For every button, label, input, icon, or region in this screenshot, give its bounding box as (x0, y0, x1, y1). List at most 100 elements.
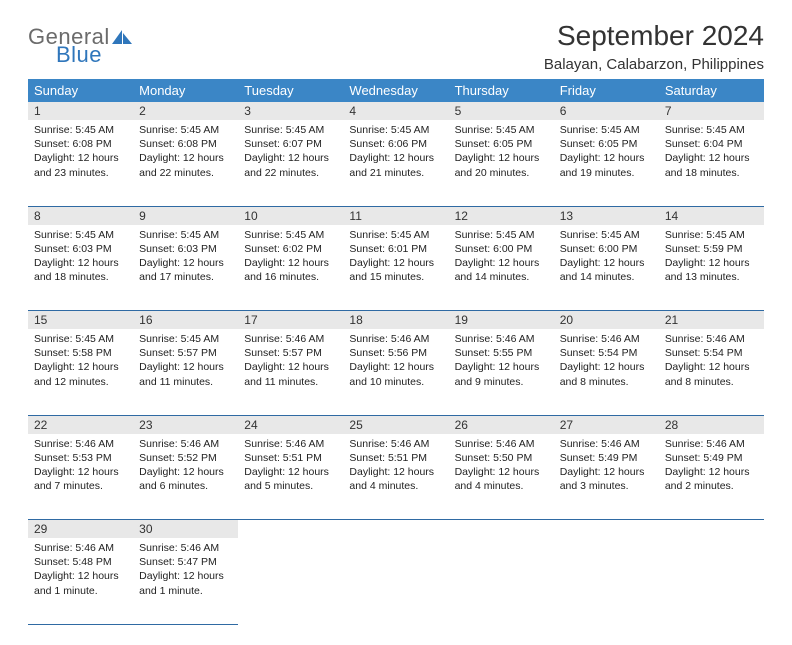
day-number-cell: 22 (28, 415, 133, 434)
day-number-cell: 23 (133, 415, 238, 434)
weekday-header: Sunday (28, 79, 133, 102)
day-cell: Sunrise: 5:45 AMSunset: 6:05 PMDaylight:… (554, 120, 659, 206)
day-cell: Sunrise: 5:45 AMSunset: 6:00 PMDaylight:… (554, 225, 659, 311)
logo-text-blue: Blue (56, 44, 134, 66)
day-details: Sunrise: 5:46 AMSunset: 5:54 PMDaylight:… (560, 332, 653, 389)
day-number-cell: 18 (343, 311, 448, 330)
day-cell: Sunrise: 5:46 AMSunset: 5:47 PMDaylight:… (133, 538, 238, 624)
weekday-header: Friday (554, 79, 659, 102)
weekday-header-row: Sunday Monday Tuesday Wednesday Thursday… (28, 79, 764, 102)
day-details: Sunrise: 5:46 AMSunset: 5:56 PMDaylight:… (349, 332, 442, 389)
day-number-cell: 16 (133, 311, 238, 330)
weekday-header: Monday (133, 79, 238, 102)
day-cell: Sunrise: 5:46 AMSunset: 5:52 PMDaylight:… (133, 434, 238, 520)
day-cell: Sunrise: 5:46 AMSunset: 5:53 PMDaylight:… (28, 434, 133, 520)
day-details: Sunrise: 5:46 AMSunset: 5:49 PMDaylight:… (560, 437, 653, 494)
day-number-cell: 7 (659, 102, 764, 120)
day-details: Sunrise: 5:46 AMSunset: 5:49 PMDaylight:… (665, 437, 758, 494)
day-details: Sunrise: 5:45 AMSunset: 6:06 PMDaylight:… (349, 123, 442, 180)
day-details: Sunrise: 5:46 AMSunset: 5:50 PMDaylight:… (455, 437, 548, 494)
day-details: Sunrise: 5:45 AMSunset: 6:08 PMDaylight:… (34, 123, 127, 180)
day-number-row: 2930 (28, 520, 764, 539)
week-row: Sunrise: 5:45 AMSunset: 6:08 PMDaylight:… (28, 120, 764, 206)
logo: General Blue (28, 20, 134, 66)
day-cell: Sunrise: 5:46 AMSunset: 5:57 PMDaylight:… (238, 329, 343, 415)
day-details: Sunrise: 5:45 AMSunset: 6:05 PMDaylight:… (455, 123, 548, 180)
day-cell: Sunrise: 5:45 AMSunset: 6:04 PMDaylight:… (659, 120, 764, 206)
day-cell: Sunrise: 5:46 AMSunset: 5:49 PMDaylight:… (554, 434, 659, 520)
day-cell (449, 538, 554, 624)
day-cell: Sunrise: 5:46 AMSunset: 5:50 PMDaylight:… (449, 434, 554, 520)
day-details: Sunrise: 5:45 AMSunset: 6:04 PMDaylight:… (665, 123, 758, 180)
day-details: Sunrise: 5:45 AMSunset: 6:03 PMDaylight:… (34, 228, 127, 285)
day-cell (554, 538, 659, 624)
day-details: Sunrise: 5:45 AMSunset: 6:05 PMDaylight:… (560, 123, 653, 180)
day-number-cell: 24 (238, 415, 343, 434)
week-row: Sunrise: 5:45 AMSunset: 6:03 PMDaylight:… (28, 225, 764, 311)
day-details: Sunrise: 5:45 AMSunset: 6:00 PMDaylight:… (455, 228, 548, 285)
day-cell: Sunrise: 5:45 AMSunset: 6:08 PMDaylight:… (28, 120, 133, 206)
day-cell: Sunrise: 5:46 AMSunset: 5:56 PMDaylight:… (343, 329, 448, 415)
day-number-cell: 8 (28, 206, 133, 225)
day-number-cell (449, 520, 554, 539)
day-cell: Sunrise: 5:45 AMSunset: 6:07 PMDaylight:… (238, 120, 343, 206)
day-cell: Sunrise: 5:45 AMSunset: 6:06 PMDaylight:… (343, 120, 448, 206)
title-block: September 2024 Balayan, Calabarzon, Phil… (544, 20, 764, 73)
day-details: Sunrise: 5:46 AMSunset: 5:51 PMDaylight:… (244, 437, 337, 494)
calendar-table: Sunday Monday Tuesday Wednesday Thursday… (28, 79, 764, 625)
weekday-header: Thursday (449, 79, 554, 102)
day-cell: Sunrise: 5:45 AMSunset: 5:59 PMDaylight:… (659, 225, 764, 311)
day-details: Sunrise: 5:46 AMSunset: 5:48 PMDaylight:… (34, 541, 127, 598)
weekday-header: Wednesday (343, 79, 448, 102)
day-cell: Sunrise: 5:45 AMSunset: 6:02 PMDaylight:… (238, 225, 343, 311)
day-cell: Sunrise: 5:45 AMSunset: 6:05 PMDaylight:… (449, 120, 554, 206)
day-cell: Sunrise: 5:46 AMSunset: 5:55 PMDaylight:… (449, 329, 554, 415)
day-number-cell (554, 520, 659, 539)
day-number-cell: 27 (554, 415, 659, 434)
day-details: Sunrise: 5:46 AMSunset: 5:57 PMDaylight:… (244, 332, 337, 389)
day-details: Sunrise: 5:45 AMSunset: 6:03 PMDaylight:… (139, 228, 232, 285)
day-number-cell: 20 (554, 311, 659, 330)
day-details: Sunrise: 5:46 AMSunset: 5:55 PMDaylight:… (455, 332, 548, 389)
day-details: Sunrise: 5:46 AMSunset: 5:47 PMDaylight:… (139, 541, 232, 598)
day-details: Sunrise: 5:45 AMSunset: 5:58 PMDaylight:… (34, 332, 127, 389)
day-number-cell: 4 (343, 102, 448, 120)
day-number-cell: 15 (28, 311, 133, 330)
day-number-cell: 10 (238, 206, 343, 225)
weekday-header: Saturday (659, 79, 764, 102)
day-cell: Sunrise: 5:45 AMSunset: 6:08 PMDaylight:… (133, 120, 238, 206)
day-cell: Sunrise: 5:46 AMSunset: 5:48 PMDaylight:… (28, 538, 133, 624)
day-number-cell: 12 (449, 206, 554, 225)
day-number-cell: 21 (659, 311, 764, 330)
day-number-row: 1234567 (28, 102, 764, 120)
day-details: Sunrise: 5:46 AMSunset: 5:53 PMDaylight:… (34, 437, 127, 494)
day-number-cell: 6 (554, 102, 659, 120)
day-number-cell: 14 (659, 206, 764, 225)
weekday-header: Tuesday (238, 79, 343, 102)
day-cell: Sunrise: 5:45 AMSunset: 5:58 PMDaylight:… (28, 329, 133, 415)
location: Balayan, Calabarzon, Philippines (544, 56, 764, 73)
day-number-cell: 26 (449, 415, 554, 434)
day-number-cell: 19 (449, 311, 554, 330)
day-number-cell: 30 (133, 520, 238, 539)
day-details: Sunrise: 5:46 AMSunset: 5:51 PMDaylight:… (349, 437, 442, 494)
day-number-row: 15161718192021 (28, 311, 764, 330)
day-number-row: 891011121314 (28, 206, 764, 225)
day-details: Sunrise: 5:45 AMSunset: 5:57 PMDaylight:… (139, 332, 232, 389)
day-number-cell: 13 (554, 206, 659, 225)
day-cell (238, 538, 343, 624)
day-number-cell: 2 (133, 102, 238, 120)
day-cell: Sunrise: 5:46 AMSunset: 5:49 PMDaylight:… (659, 434, 764, 520)
day-cell: Sunrise: 5:45 AMSunset: 6:00 PMDaylight:… (449, 225, 554, 311)
day-number-cell (659, 520, 764, 539)
header: General Blue September 2024 Balayan, Cal… (28, 20, 764, 73)
day-cell: Sunrise: 5:46 AMSunset: 5:51 PMDaylight:… (238, 434, 343, 520)
day-details: Sunrise: 5:45 AMSunset: 6:08 PMDaylight:… (139, 123, 232, 180)
day-cell: Sunrise: 5:46 AMSunset: 5:51 PMDaylight:… (343, 434, 448, 520)
day-details: Sunrise: 5:45 AMSunset: 6:02 PMDaylight:… (244, 228, 337, 285)
calendar-page: General Blue September 2024 Balayan, Cal… (0, 0, 792, 645)
day-details: Sunrise: 5:45 AMSunset: 6:01 PMDaylight:… (349, 228, 442, 285)
day-number-cell: 28 (659, 415, 764, 434)
day-details: Sunrise: 5:45 AMSunset: 6:07 PMDaylight:… (244, 123, 337, 180)
day-cell: Sunrise: 5:46 AMSunset: 5:54 PMDaylight:… (554, 329, 659, 415)
